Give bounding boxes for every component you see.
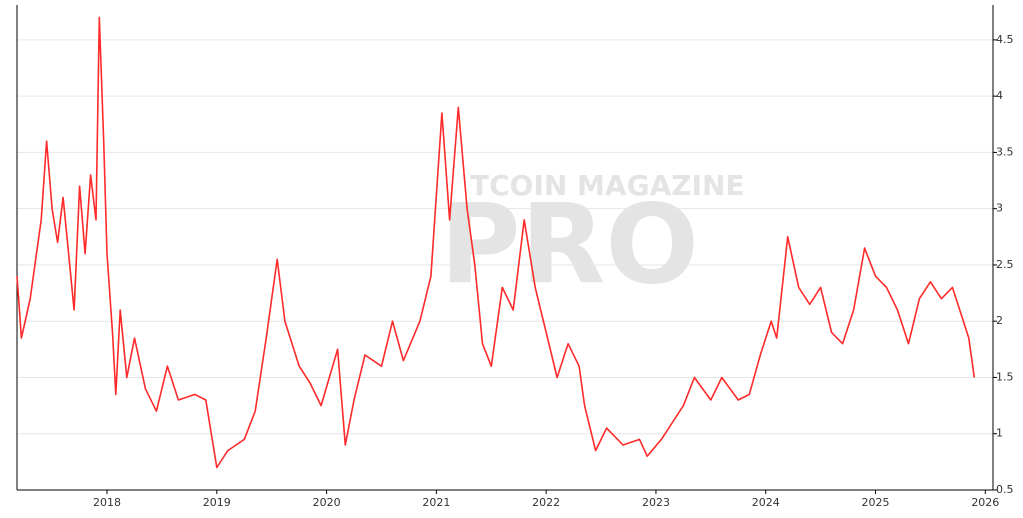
y-tick-label: 3.5 <box>996 145 1014 158</box>
x-tick-label: 2021 <box>422 496 450 509</box>
watermark-text: TCOIN MAGAZINE <box>470 169 745 202</box>
y-tick-label: 3 <box>996 202 1003 215</box>
y-tick-label: 4.5 <box>996 33 1014 46</box>
y-tick-label: 1.5 <box>996 370 1014 383</box>
y-tick-label: 1 <box>996 427 1003 440</box>
x-tick-label: 2018 <box>93 496 121 509</box>
y-tick-label: 4 <box>996 89 1003 102</box>
y-tick-label: 2.5 <box>996 258 1014 271</box>
y-tick-label: 2 <box>996 314 1003 327</box>
x-tick-label: 2020 <box>313 496 341 509</box>
x-tick-label: 2025 <box>862 496 890 509</box>
x-tick-label: 2024 <box>752 496 780 509</box>
watermark-logo: PRO <box>440 180 699 308</box>
x-tick-label: 2022 <box>532 496 560 509</box>
x-tick-label: 2023 <box>642 496 670 509</box>
x-tick-label: 2019 <box>203 496 231 509</box>
y-tick-label: 0.5 <box>996 483 1014 496</box>
x-tick-label: 2026 <box>971 496 999 509</box>
data-line <box>16 16 976 469</box>
